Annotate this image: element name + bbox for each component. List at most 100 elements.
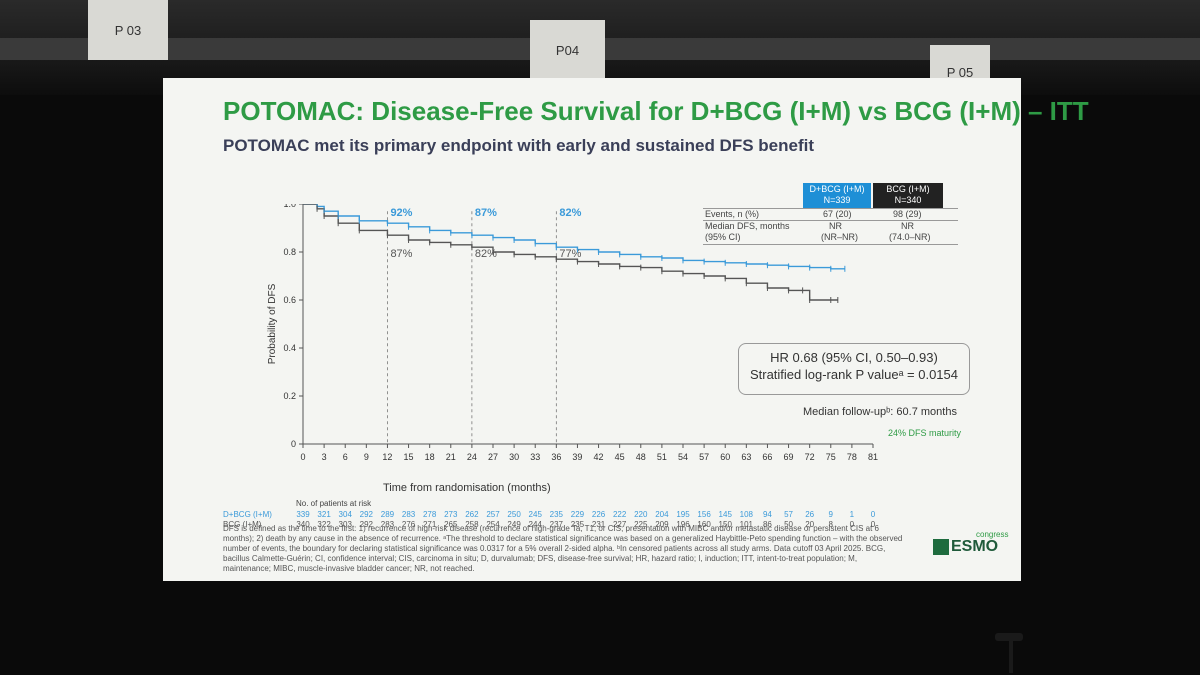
risk-table-title: No. of patients at risk <box>296 499 372 508</box>
x-tick-label: 45 <box>615 452 625 462</box>
x-tick-label: 12 <box>382 452 392 462</box>
risk-count: 322 <box>317 520 331 529</box>
landmark-label-b: 87% <box>390 248 412 260</box>
risk-count: 292 <box>359 520 374 529</box>
y-tick-label: 0.2 <box>283 391 296 401</box>
pillar-sign-p04: P04 <box>530 20 605 80</box>
series-line-d-bcg <box>303 204 845 270</box>
risk-count: 8 <box>828 520 833 529</box>
risk-count: 222 <box>612 510 627 519</box>
table-row: Median DFS, months NR NR <box>703 220 958 233</box>
risk-count: 244 <box>528 520 542 529</box>
risk-count: 292 <box>359 510 374 519</box>
risk-count: 227 <box>612 520 627 529</box>
col-a-header: D+BCG (I+M) N=339 <box>803 183 871 208</box>
x-tick-label: 63 <box>741 452 751 462</box>
x-tick-label: 6 <box>343 452 348 462</box>
slide-title: POTOMAC: Disease-Free Survival for D+BCG… <box>223 96 1089 126</box>
landmark-label-a: 92% <box>390 207 412 219</box>
median-followup: Median follow-upᵇ: 60.7 months <box>803 406 957 418</box>
risk-count: 303 <box>338 520 352 529</box>
x-tick-label: 54 <box>678 452 688 462</box>
risk-count: 86 <box>762 520 772 529</box>
risk-count: 57 <box>784 510 793 519</box>
table-row: Events, n (%) 67 (20) 98 (29) <box>703 208 958 221</box>
y-tick-label: 0.4 <box>283 343 296 353</box>
risk-count: 226 <box>591 510 606 519</box>
risk-count: 340 <box>296 520 310 529</box>
risk-count: 101 <box>739 520 754 529</box>
projection-screen: POTOMAC: Disease-Free Survival for D+BCG… <box>163 78 1089 581</box>
risk-count: 273 <box>444 510 458 519</box>
table-row: (95% CI) (NR–NR) (74.0–NR) <box>703 232 958 245</box>
risk-count: 289 <box>380 510 395 519</box>
col-b-header: BCG (I+M) N=340 <box>873 183 943 208</box>
hazard-ratio-box: HR 0.68 (95% CI, 0.50–0.93) Stratified l… <box>738 343 970 395</box>
risk-count: 321 <box>317 510 331 519</box>
risk-count: 156 <box>697 510 711 519</box>
x-tick-label: 48 <box>636 452 646 462</box>
risk-row-label: BCG (I+M) <box>223 520 262 529</box>
risk-count: 271 <box>422 520 437 529</box>
risk-count: 258 <box>465 520 479 529</box>
y-axis-label: Probability of DFS <box>267 283 278 364</box>
risk-count: 145 <box>718 510 732 519</box>
pvalue-line: Stratified log-rank P valueᵃ = 0.0154 <box>749 367 959 382</box>
risk-count: 0 <box>870 510 876 519</box>
x-tick-label: 42 <box>594 452 604 462</box>
risk-count: 235 <box>549 510 564 519</box>
risk-count: 26 <box>805 510 815 519</box>
risk-count: 20 <box>805 520 815 529</box>
risk-count: 150 <box>718 520 732 529</box>
risk-count: 196 <box>676 520 690 529</box>
x-tick-label: 51 <box>657 452 667 462</box>
risk-count: 9 <box>828 510 833 519</box>
y-tick-label: 0.8 <box>283 247 296 257</box>
risk-count: 220 <box>634 510 648 519</box>
km-plot: 00.20.40.60.81.00 3 6 9 12 15 18 21 24 27 30 33 36 39… <box>267 204 878 462</box>
risk-count: 204 <box>655 510 669 519</box>
risk-count: 195 <box>676 510 690 519</box>
risk-count: 265 <box>444 520 458 529</box>
x-tick-label: 33 <box>530 452 540 462</box>
x-axis-label: Time from randomisation (months) <box>383 482 551 494</box>
x-tick-label: 30 <box>509 452 519 462</box>
x-tick-label: 3 <box>322 452 327 462</box>
x-tick-label: 36 <box>551 452 561 462</box>
x-tick-label: 57 <box>699 452 709 462</box>
risk-count: 231 <box>591 520 606 529</box>
y-tick-label: 1.0 <box>283 204 296 209</box>
x-tick-label: 75 <box>826 452 836 462</box>
dfs-maturity: 24% DFS maturity <box>888 428 962 438</box>
risk-count: 50 <box>784 520 793 529</box>
slide-subtitle: POTOMAC met its primary endpoint with ea… <box>223 136 814 155</box>
x-tick-label: 60 <box>720 452 730 462</box>
x-tick-label: 39 <box>572 452 582 462</box>
risk-count: 108 <box>739 510 754 519</box>
risk-count: 262 <box>465 510 479 519</box>
x-tick-label: 69 <box>784 452 794 462</box>
pillar-sign-p03: P 03 <box>88 0 168 60</box>
y-tick-label: 0.6 <box>283 295 296 305</box>
risk-count: 283 <box>401 510 416 519</box>
risk-count: 339 <box>296 510 310 519</box>
hr-line: HR 0.68 (95% CI, 0.50–0.93) <box>770 350 938 365</box>
risk-count: 276 <box>401 520 416 529</box>
risk-count: 160 <box>697 520 711 529</box>
y-tick-label: 0 <box>291 439 296 449</box>
risk-count: 1 <box>849 510 855 519</box>
x-tick-label: 78 <box>847 452 857 462</box>
microphone-icon <box>995 633 1023 673</box>
esmo-logo: ESMO congress <box>933 530 1008 556</box>
risk-count: 257 <box>486 510 500 519</box>
x-tick-label: 0 <box>300 452 305 462</box>
logo-badge-icon <box>933 539 949 555</box>
risk-count: 225 <box>634 520 648 529</box>
risk-count: 0 <box>849 520 855 529</box>
risk-count: 209 <box>655 520 669 529</box>
x-tick-label: 27 <box>488 452 498 462</box>
landmark-label-a: 82% <box>559 207 581 219</box>
risk-count: 250 <box>507 510 521 519</box>
risk-count: 237 <box>549 520 564 529</box>
x-tick-label: 15 <box>404 452 414 462</box>
